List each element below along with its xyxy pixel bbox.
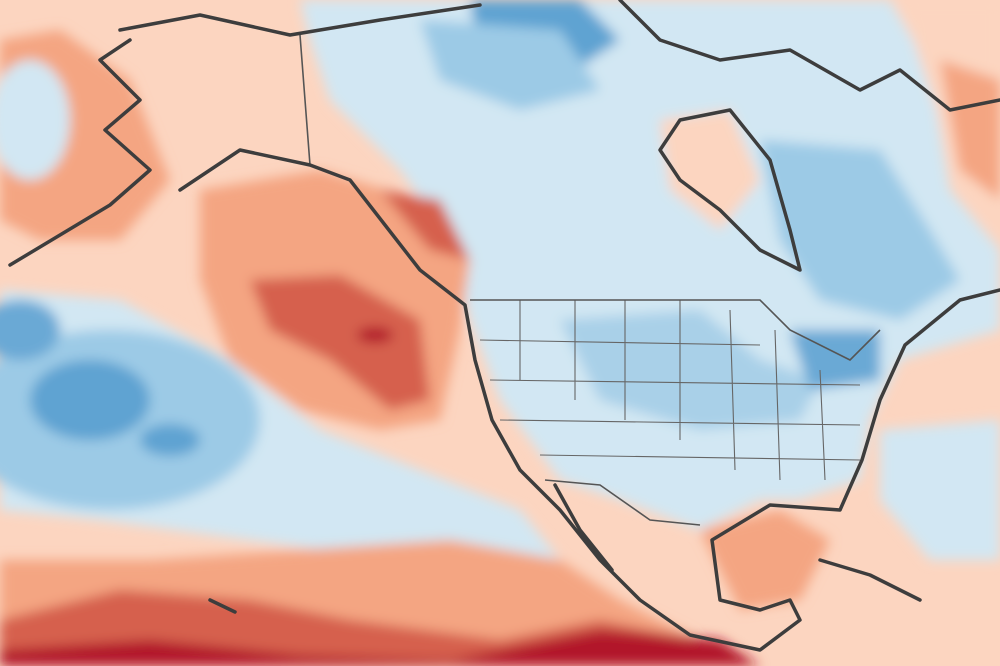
coastline xyxy=(178,148,1000,652)
coastline xyxy=(658,108,802,272)
cool-region xyxy=(0,300,60,360)
cool-region xyxy=(760,140,960,320)
coastline xyxy=(8,38,152,267)
coastline xyxy=(118,3,482,37)
cool-region xyxy=(300,0,1000,530)
coastline xyxy=(818,558,922,602)
cool-region xyxy=(880,420,1000,560)
state-borders xyxy=(479,300,861,481)
warm-region xyxy=(940,60,1000,200)
coastline xyxy=(208,598,237,614)
warm-region xyxy=(380,190,470,260)
national-border xyxy=(299,34,881,361)
cool-region xyxy=(140,424,200,456)
cool-region xyxy=(790,330,880,390)
warm-region xyxy=(357,327,393,343)
national-border xyxy=(544,479,701,526)
coastline xyxy=(618,0,1000,112)
cool-region xyxy=(0,60,70,180)
cool-region xyxy=(420,20,600,110)
warm-region xyxy=(700,510,830,610)
warm-region xyxy=(660,110,760,230)
state-border xyxy=(479,300,861,481)
coastlines xyxy=(8,0,1000,652)
warm-region xyxy=(250,275,430,410)
cool-region xyxy=(30,360,150,440)
coastline xyxy=(553,483,614,572)
warm-region xyxy=(0,630,760,666)
